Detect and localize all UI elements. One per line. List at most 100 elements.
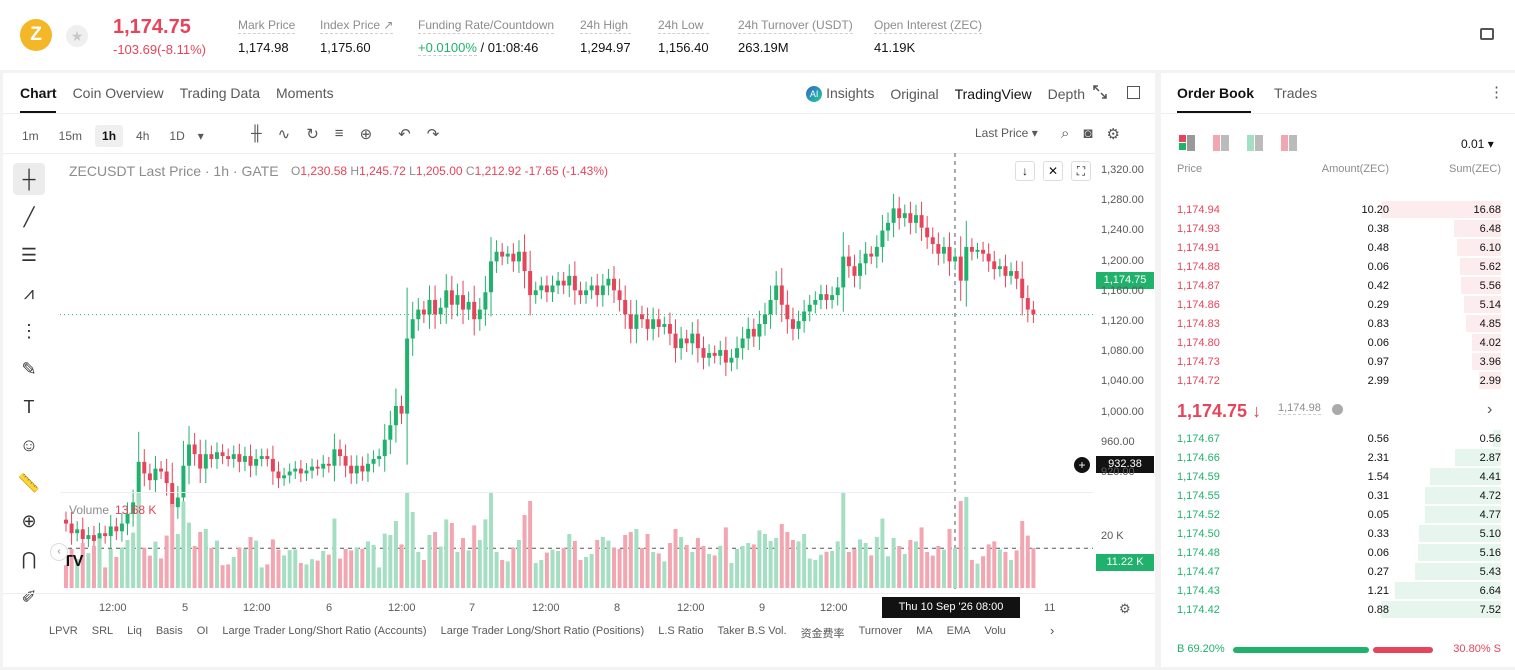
bid-row[interactable]: 1,174.52 0.05 4.77 [1161, 505, 1515, 524]
trend-line-icon[interactable]: ╱ [23, 207, 35, 227]
scroll-down-icon[interactable]: ↓ [1015, 161, 1035, 181]
bid-row[interactable]: 1,174.48 0.06 5.16 [1161, 543, 1515, 562]
tab-depth[interactable]: Depth [1047, 85, 1085, 102]
zoom-in-icon[interactable]: ⊕ [21, 511, 37, 531]
indicator-tab[interactable]: Large Trader Long/Short Ratio (Positions… [440, 625, 645, 637]
tab-moments[interactable]: Moments [276, 85, 334, 101]
reset-settings-icon[interactable]: ⚙ [1119, 601, 1131, 616]
horizontal-lines-icon[interactable]: ☰ [20, 245, 38, 265]
add-alert-icon[interactable]: ⊕ [359, 126, 373, 143]
both-sides-icon[interactable] [1179, 135, 1195, 151]
ask-row[interactable]: 1,174.93 0.38 6.48 [1161, 219, 1515, 238]
interval-1d[interactable]: 1D [169, 129, 185, 143]
fullscreen-icon[interactable]: ⛶ [1071, 161, 1091, 181]
magnet-icon[interactable]: ⋂ [21, 549, 37, 569]
funding-rate-stat[interactable]: Funding Rate/Countdown +0.0100% / 01:08:… [418, 18, 555, 56]
ask-row[interactable]: 1,174.91 0.48 6.10 [1161, 238, 1515, 257]
bid-row[interactable]: 1,174.43 1.21 6.64 [1161, 581, 1515, 600]
candle-body [1020, 278, 1025, 299]
bid-row[interactable]: 1,174.66 2.31 2.87 [1161, 448, 1515, 467]
settings-icon[interactable]: ⚙ [1106, 126, 1120, 143]
pattern-icon[interactable]: ⩘ [23, 283, 35, 303]
replay-icon[interactable]: ↻ [306, 126, 319, 143]
bid-row[interactable]: 1,174.50 0.33 5.10 [1161, 524, 1515, 543]
indicator-tab[interactable]: Liq [127, 625, 142, 637]
indicator-tab[interactable]: Taker B.S Vol. [717, 625, 787, 637]
ask-row[interactable]: 1,174.88 0.06 5.62 [1161, 257, 1515, 276]
chevron-right-icon[interactable]: › [1487, 401, 1493, 418]
tab-order-book[interactable]: Order Book [1177, 85, 1255, 101]
search-icon[interactable]: ⌕ [1061, 125, 1070, 142]
bid-row[interactable]: 1,174.59 1.54 4.41 [1161, 467, 1515, 486]
tab-coin-overview[interactable]: Coin Overview [72, 85, 164, 101]
tab-tradingview[interactable]: TradingView [954, 85, 1032, 102]
mark-price-stat[interactable]: Mark Price 1,174.98 [238, 18, 296, 55]
redo-icon[interactable]: ↷ [426, 126, 440, 143]
ruler-icon[interactable]: 📏 [17, 473, 41, 493]
expand-icon[interactable] [1093, 85, 1107, 99]
indicator-tab[interactable]: L.S Ratio [658, 625, 704, 637]
tab-original[interactable]: Original [890, 85, 939, 102]
indicators-icon[interactable]: ∿ [277, 126, 291, 143]
window-icon[interactable] [1127, 86, 1140, 99]
volume-bar [796, 541, 801, 588]
more-options-icon[interactable]: ⋮ [1489, 84, 1504, 101]
tab-chart[interactable]: Chart [20, 85, 57, 101]
volume-bar [136, 493, 141, 588]
index-price-stat[interactable]: Index Price ↗ 1,175.60 [320, 18, 394, 55]
bid-row[interactable]: 1,174.55 0.31 4.72 [1161, 486, 1515, 505]
interval-15m[interactable]: 15m [58, 129, 83, 143]
indicator-tab[interactable]: SRL [91, 625, 114, 637]
ask-row[interactable]: 1,174.73 0.97 3.96 [1161, 352, 1515, 371]
compact-icon[interactable] [1281, 135, 1297, 151]
scroll-left-icon[interactable]: ‹ [50, 543, 68, 561]
ask-row[interactable]: 1,174.94 10.20 16.68 [1161, 200, 1515, 219]
emoji-icon[interactable]: ☺ [19, 435, 39, 455]
bid-row[interactable]: 1,174.47 0.27 5.43 [1161, 562, 1515, 581]
interval-dropdown-icon[interactable]: ▾ [197, 129, 204, 143]
brush-icon[interactable]: ✎ [21, 359, 37, 379]
mark-info-icon[interactable] [1332, 404, 1343, 415]
price-source-select[interactable]: Last Price ▾ [975, 126, 1038, 140]
ask-row[interactable]: 1,174.80 0.06 4.02 [1161, 333, 1515, 352]
crosshair-icon[interactable]: ┼ [13, 163, 45, 195]
add-order-icon[interactable]: + [1074, 457, 1090, 473]
indicator-tab[interactable]: EMA [946, 625, 971, 637]
tab-trading-data[interactable]: Trading Data [179, 85, 261, 101]
indicator-tab[interactable]: Volu [984, 625, 1006, 637]
indicator-tab[interactable]: OI [196, 625, 209, 637]
ask-row[interactable]: 1,174.83 0.83 4.85 [1161, 314, 1515, 333]
undo-icon[interactable]: ↶ [398, 126, 411, 143]
ask-row[interactable]: 1,174.87 0.42 5.56 [1161, 276, 1515, 295]
fib-icon[interactable]: ⋮ [20, 321, 38, 341]
indicator-tab[interactable]: Basis [155, 625, 183, 637]
tab-trades[interactable]: Trades [1274, 85, 1318, 101]
collapse-icon[interactable]: ✕ [1043, 161, 1063, 181]
asks-only-icon[interactable] [1213, 135, 1229, 151]
insights-button[interactable]: AI Insights [806, 85, 874, 103]
volume-bar [718, 545, 723, 588]
favorite-star-icon[interactable]: ★ [66, 25, 88, 47]
indicator-tab[interactable]: LPVR [49, 625, 78, 637]
indicator-tab[interactable]: Turnover [858, 625, 903, 637]
ask-row[interactable]: 1,174.72 2.99 2.99 [1161, 371, 1515, 390]
candlestick-chart[interactable] [60, 153, 1093, 593]
interval-1m[interactable]: 1m [22, 129, 39, 143]
pencil-icon[interactable]: ✐ [21, 587, 37, 607]
bids-only-icon[interactable] [1247, 135, 1263, 151]
text-icon[interactable]: T [23, 397, 35, 417]
indicator-tab[interactable]: MA [916, 625, 933, 637]
candle-type-icon[interactable]: ╫ [251, 125, 262, 142]
tabs-next-icon[interactable]: › [1050, 623, 1055, 638]
camera-icon[interactable]: ◙ [1083, 125, 1093, 142]
interval-4h[interactable]: 4h [136, 129, 150, 143]
notebook-icon[interactable] [1480, 28, 1494, 40]
ask-row[interactable]: 1,174.86 0.29 5.14 [1161, 295, 1515, 314]
indicator-tab[interactable]: 资金费率 [800, 628, 845, 640]
interval-1h[interactable]: 1h [95, 125, 124, 147]
indicator-tab[interactable]: Large Trader Long/Short Ratio (Accounts) [222, 625, 427, 637]
precision-select[interactable]: 0.01 ▾ [1461, 137, 1494, 151]
bid-row[interactable]: 1,174.67 0.56 0.56 [1161, 429, 1515, 448]
bid-row[interactable]: 1,174.42 0.88 7.52 [1161, 600, 1515, 619]
templates-icon[interactable]: ≡ [334, 125, 344, 142]
